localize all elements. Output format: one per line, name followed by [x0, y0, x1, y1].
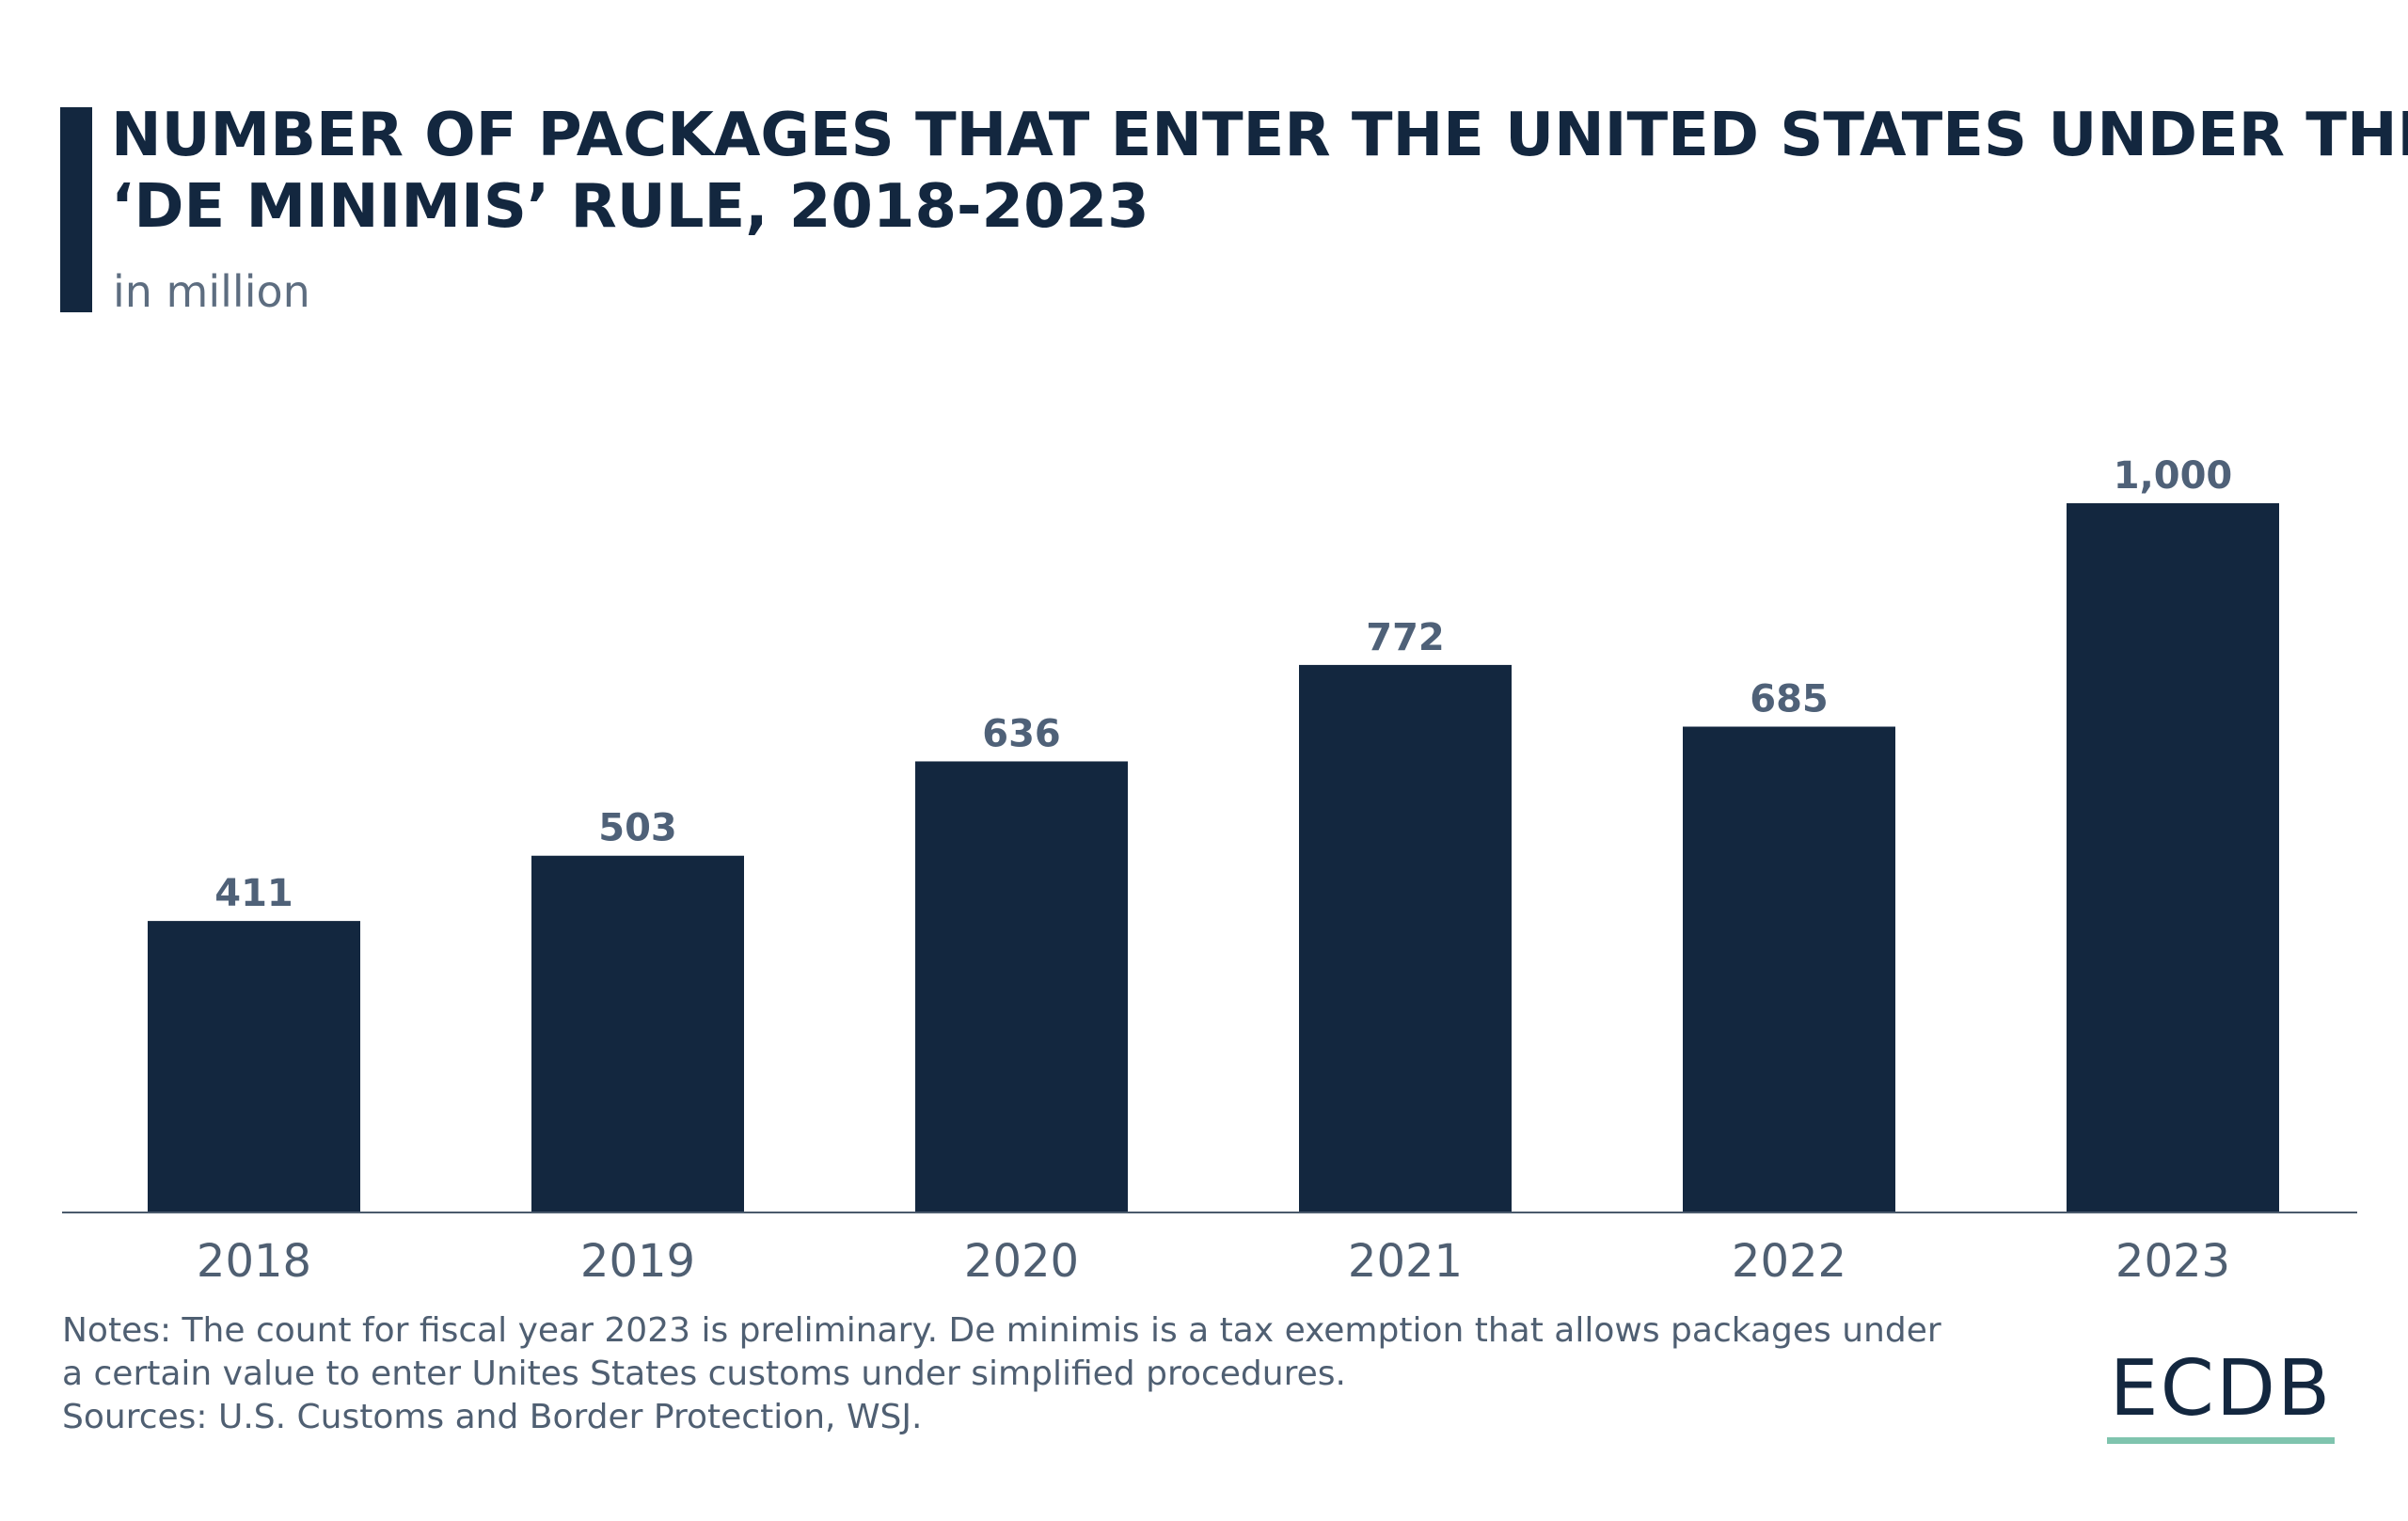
tick-label-2020: 2020	[964, 1235, 1079, 1288]
tick-label-2018: 2018	[197, 1235, 311, 1288]
bar-2022	[1683, 726, 1895, 1212]
tick-label-2021: 2021	[1348, 1235, 1463, 1288]
tick-label-2022: 2022	[1732, 1235, 1846, 1288]
tick-label-2023: 2023	[2115, 1235, 2230, 1288]
notes-line-2: a certain value to enter Unites States c…	[62, 1355, 1346, 1393]
bar-2023	[2067, 503, 2279, 1212]
data-label-2023: 1,000	[2114, 454, 2233, 498]
bar-2021	[1299, 664, 1512, 1212]
data-label-2022: 685	[1750, 678, 1829, 721]
tick-label-2019: 2019	[580, 1235, 695, 1288]
chart-title-line-2: ‘DE MINIMIS’ RULE, 2018-2023	[111, 172, 1149, 242]
x-axis-tick-labels: 2018 2019 2020 2021 2022 2023	[197, 1235, 2230, 1288]
logo-text: ECDB	[2109, 1344, 2333, 1434]
notes-line-1: Notes: The count for fiscal year 2023 is…	[62, 1311, 1941, 1350]
bar-2018	[148, 921, 360, 1212]
data-labels: 411 503 636 772 685 1,000	[214, 454, 2232, 915]
title-accent-bar	[60, 107, 92, 312]
data-label-2020: 636	[982, 712, 1061, 755]
logo-underline	[2107, 1437, 2335, 1444]
chart-title: NUMBER OF PACKAGES THAT ENTER THE UNITED…	[111, 100, 2408, 243]
chart-title-line-1: NUMBER OF PACKAGES THAT ENTER THE UNITED…	[111, 101, 2408, 170]
bar-series	[148, 503, 2279, 1212]
data-label-2018: 411	[214, 872, 293, 915]
chart-subtitle: in million	[113, 266, 310, 317]
chart-notes: Notes: The count for fiscal year 2023 is…	[62, 1309, 1941, 1439]
bar-2019	[531, 855, 744, 1212]
data-label-2021: 772	[1366, 616, 1445, 659]
ecdb-logo: ECDB	[2107, 1347, 2335, 1444]
bar-2020	[915, 761, 1128, 1212]
data-label-2019: 503	[598, 807, 677, 850]
sources-line: Sources: U.S. Customs and Border Protect…	[62, 1398, 923, 1436]
